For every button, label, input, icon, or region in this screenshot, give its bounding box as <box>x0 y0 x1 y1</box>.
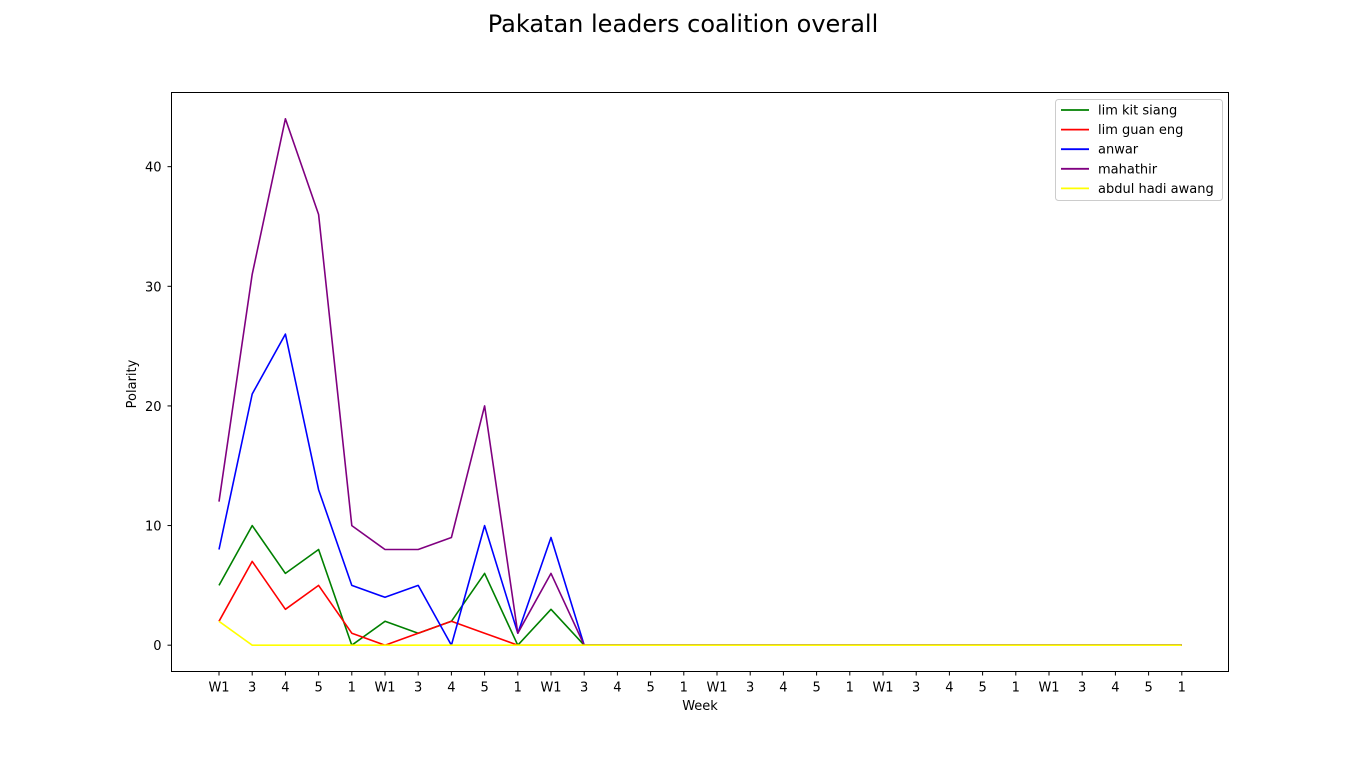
series-lines <box>218 118 1182 647</box>
x-axis: W1 3 4 5 1 W1 3 4 5 1 W1 3 4 5 1 W1 3 4 5 1 W1 3 4 5 1 W1 3 4 5 1 <box>208 671 1186 696</box>
x-tick-label: W1 <box>872 681 893 696</box>
x-tick-label: 3 <box>414 681 422 696</box>
legend-entry: lim kit siang <box>1098 104 1177 119</box>
series-line-mahathir <box>218 118 1182 647</box>
x-tick-label: W1 <box>540 681 561 696</box>
x-tick-label: 3 <box>746 681 754 696</box>
x-tick-label: 1 <box>1012 681 1020 696</box>
y-tick-label: 30 <box>145 280 162 295</box>
x-tick-label: 3 <box>248 681 256 696</box>
legend: lim kit siang lim guan eng anwar mahathir ab… <box>1055 99 1223 201</box>
x-tick-label: 4 <box>613 681 621 696</box>
x-tick-label: 1 <box>514 681 522 696</box>
x-tick-label: 4 <box>447 681 455 696</box>
legend-entry: abdul hadi awang <box>1098 182 1214 197</box>
y-tick-label: 0 <box>153 639 161 654</box>
x-tick-label: 3 <box>1078 681 1086 696</box>
x-tick-label: 3 <box>580 681 588 696</box>
x-tick-label: 4 <box>1111 681 1119 696</box>
x-tick-label: 5 <box>480 681 488 696</box>
legend-box <box>1055 99 1223 201</box>
series-line-lim-kit-siang <box>218 524 1182 647</box>
x-tick-label: 5 <box>314 681 322 696</box>
x-tick-label: 1 <box>1178 681 1186 696</box>
legend-entry: anwar <box>1098 143 1139 158</box>
y-tick-label: 20 <box>145 400 162 415</box>
x-tick-label: 5 <box>978 681 986 696</box>
x-tick-label: W1 <box>374 681 395 696</box>
series-line-abdul-hadi-awang <box>218 620 1182 647</box>
y-axis: 0 10 20 30 40 <box>145 161 172 654</box>
x-tick-label: 5 <box>646 681 654 696</box>
series-line-lim-guan-eng <box>218 560 1182 647</box>
y-tick-label: 40 <box>145 161 162 176</box>
x-tick-label: 1 <box>846 681 854 696</box>
chart-title: Pakatan leaders coalition overall <box>487 10 879 38</box>
x-tick-label: 5 <box>812 681 820 696</box>
legend-entry: lim guan eng <box>1098 123 1183 138</box>
legend-entry: mahathir <box>1098 162 1158 177</box>
y-axis-label: Polarity <box>125 359 140 408</box>
x-axis-label: Week <box>682 699 718 714</box>
x-tick-label: 4 <box>945 681 953 696</box>
x-tick-label: 5 <box>1144 681 1152 696</box>
x-tick-label: 1 <box>680 681 688 696</box>
x-tick-label: 4 <box>281 681 289 696</box>
x-tick-label: 4 <box>779 681 787 696</box>
x-tick-label: W1 <box>208 681 229 696</box>
series-line-anwar <box>218 333 1182 647</box>
x-tick-label: W1 <box>1038 681 1059 696</box>
x-tick-label: 3 <box>912 681 920 696</box>
y-tick-label: 10 <box>145 520 162 535</box>
x-tick-label: W1 <box>706 681 727 696</box>
plot-area <box>171 92 1229 672</box>
x-tick-label: 1 <box>348 681 356 696</box>
